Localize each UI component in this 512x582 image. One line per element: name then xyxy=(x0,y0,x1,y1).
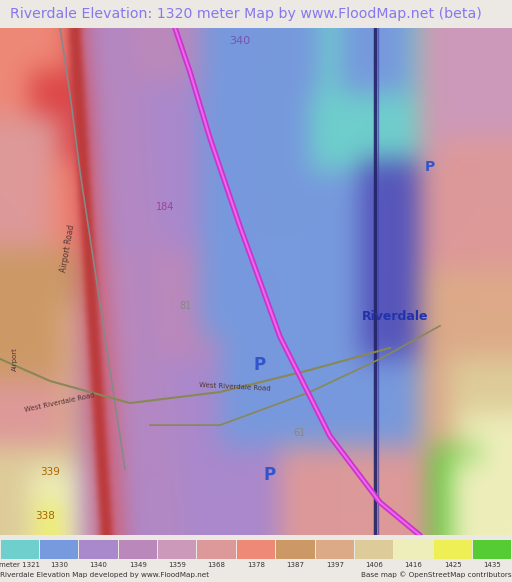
Text: 1349: 1349 xyxy=(129,562,147,569)
Text: 1340: 1340 xyxy=(90,562,108,569)
Text: Airport Road: Airport Road xyxy=(59,224,77,273)
Text: 1435: 1435 xyxy=(483,562,501,569)
Text: Riverdale: Riverdale xyxy=(362,310,428,324)
Text: Riverdale Elevation: 1320 meter Map by www.FloodMap.net (beta): Riverdale Elevation: 1320 meter Map by w… xyxy=(10,7,482,21)
Text: Riverdale Elevation Map developed by www.FloodMap.net: Riverdale Elevation Map developed by www… xyxy=(0,572,209,579)
Bar xyxy=(237,540,275,559)
Bar xyxy=(40,540,78,559)
Bar xyxy=(276,540,314,559)
Text: P: P xyxy=(254,356,266,374)
Text: P: P xyxy=(264,466,276,484)
Text: 1425: 1425 xyxy=(444,562,462,569)
Bar xyxy=(198,540,236,559)
Text: 1397: 1397 xyxy=(326,562,344,569)
Text: West Riverdale Road: West Riverdale Road xyxy=(199,382,271,391)
Text: Base map © OpenStreetMap contributors: Base map © OpenStreetMap contributors xyxy=(361,572,512,579)
Bar xyxy=(79,540,118,559)
Text: 1406: 1406 xyxy=(365,562,383,569)
Text: 61: 61 xyxy=(294,428,306,438)
Text: 1330: 1330 xyxy=(50,562,68,569)
Text: 339: 339 xyxy=(40,467,60,477)
Bar xyxy=(394,540,433,559)
Text: 1359: 1359 xyxy=(168,562,186,569)
Text: West Riverdale Road: West Riverdale Road xyxy=(25,393,96,413)
Text: 1387: 1387 xyxy=(286,562,305,569)
Text: P: P xyxy=(425,161,435,175)
Text: Airport: Airport xyxy=(12,347,18,371)
Text: 1416: 1416 xyxy=(404,562,422,569)
Text: 338: 338 xyxy=(35,511,55,521)
Text: 1368: 1368 xyxy=(207,562,226,569)
Bar xyxy=(119,540,157,559)
Bar xyxy=(473,540,511,559)
Text: 184: 184 xyxy=(156,202,174,212)
Bar xyxy=(434,540,472,559)
Bar xyxy=(315,540,354,559)
Text: meter 1321: meter 1321 xyxy=(0,562,40,569)
Text: 340: 340 xyxy=(229,37,250,47)
Text: 81: 81 xyxy=(179,301,191,311)
Bar xyxy=(355,540,393,559)
Text: 1378: 1378 xyxy=(247,562,265,569)
Bar xyxy=(158,540,197,559)
Bar xyxy=(1,540,39,559)
